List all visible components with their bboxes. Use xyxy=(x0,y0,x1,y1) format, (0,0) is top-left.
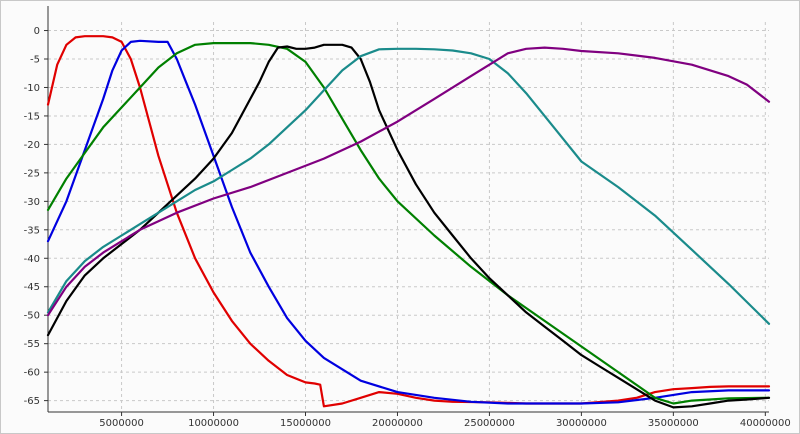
y-tick-label: -35 xyxy=(24,225,40,236)
series-line-4 xyxy=(46,43,771,409)
x-tick-label: 40000000 xyxy=(740,418,791,429)
x-tick-label: 20000000 xyxy=(372,418,423,429)
y-tick-label: -65 xyxy=(24,396,40,407)
y-tick-label: -25 xyxy=(24,168,40,179)
tick-labels: 0 -5 -10 -15 -20 -25 -30 -35 -40 -45 -50 -55 -60 -65 5… xyxy=(24,26,791,429)
series-line-5 xyxy=(46,47,771,325)
series-line-2 xyxy=(46,39,771,405)
series-line-1 xyxy=(46,35,771,408)
y-tick-label: -55 xyxy=(24,339,40,350)
y-tick-label: -10 xyxy=(24,83,40,94)
series-line-6 xyxy=(46,46,771,317)
series-line-3 xyxy=(46,42,771,405)
y-tick-label: -60 xyxy=(24,368,40,379)
x-tick-label: 35000000 xyxy=(648,418,699,429)
y-tick-label: 0 xyxy=(34,26,40,37)
grid-lines xyxy=(48,22,769,412)
y-tick-label: -15 xyxy=(24,111,40,122)
x-tick-label: 25000000 xyxy=(464,418,515,429)
y-tick-label: -50 xyxy=(24,311,40,322)
x-tick-label: 15000000 xyxy=(280,418,331,429)
x-tick-label: 5000000 xyxy=(99,418,144,429)
y-tick-label: -45 xyxy=(24,282,40,293)
y-tick-label: -5 xyxy=(30,55,40,66)
y-tick-label: -30 xyxy=(24,197,40,208)
x-tick-label: 10000000 xyxy=(188,418,239,429)
series-lines xyxy=(46,35,771,409)
y-tick-label: -40 xyxy=(24,254,40,265)
x-tick-label: 30000000 xyxy=(556,418,607,429)
y-tick-label: -20 xyxy=(24,140,40,151)
